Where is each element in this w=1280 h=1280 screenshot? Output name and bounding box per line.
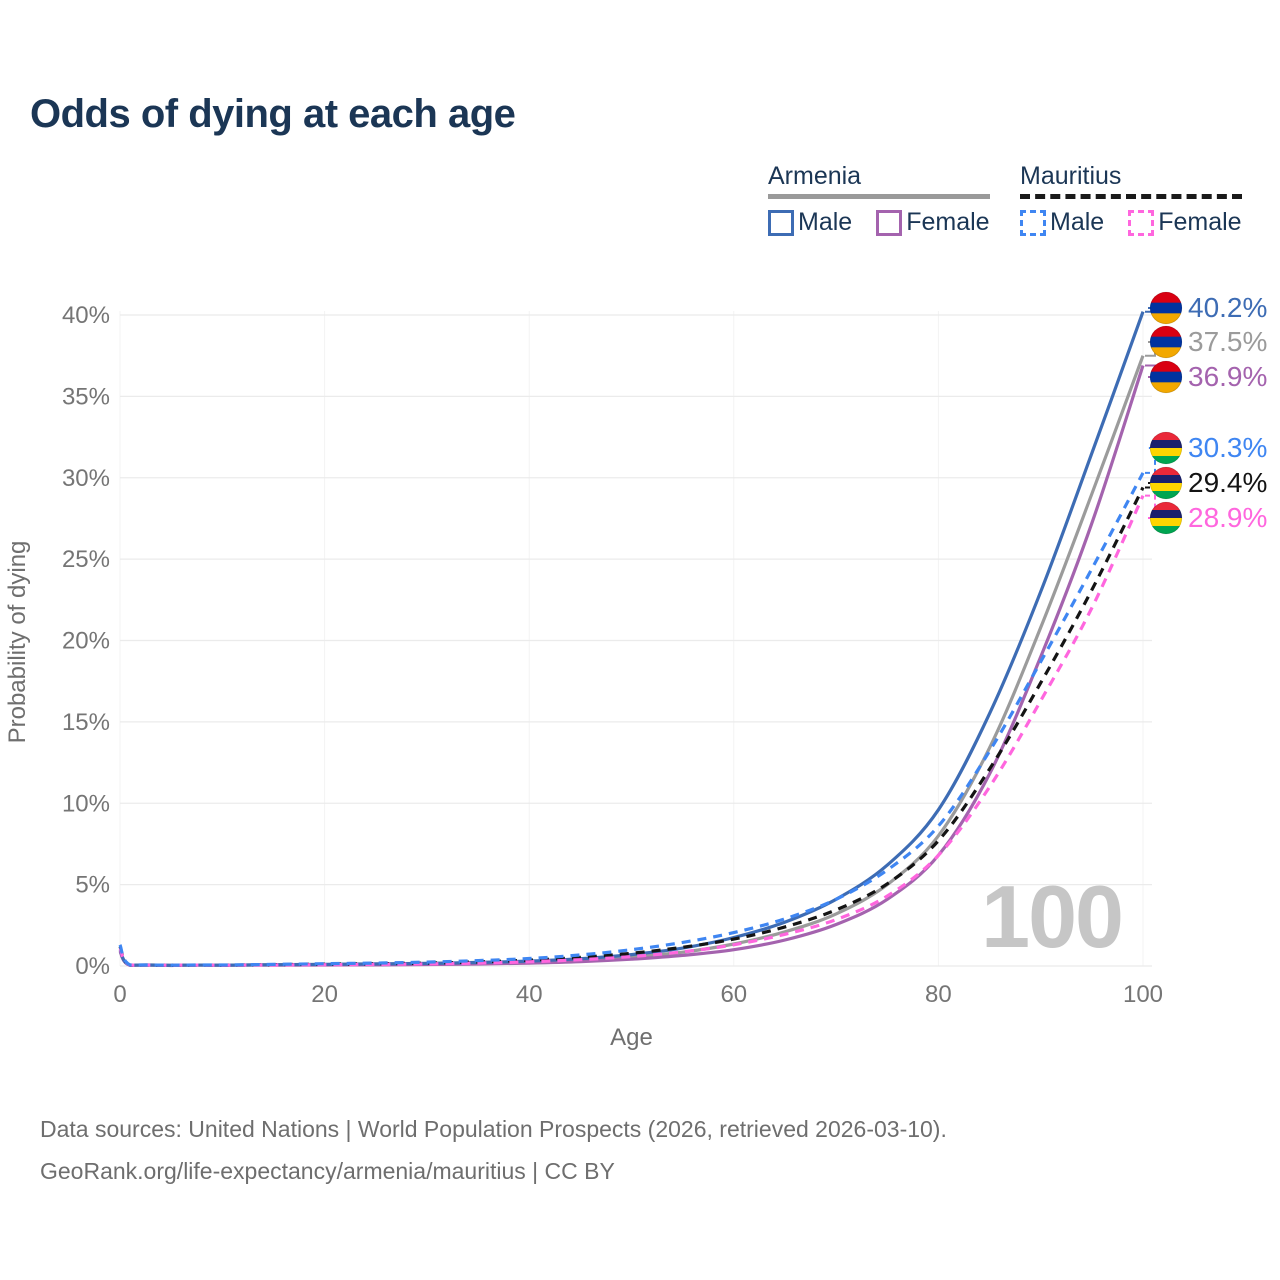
x-axis-title: Age: [610, 1024, 653, 1051]
footer-attribution: GeoRank.org/life-expectancy/armenia/maur…: [40, 1158, 615, 1184]
y-tick-label: 15%: [62, 709, 110, 736]
y-tick-label: 20%: [62, 628, 110, 655]
page-title: Odds of dying at each age: [30, 92, 516, 136]
series-line-armenia-female: [118, 365, 1145, 968]
mauritius-female-swatch-icon: [1128, 209, 1155, 236]
armenia-male-swatch-icon: [768, 209, 794, 236]
y-tick-label: 5%: [75, 872, 110, 899]
legend-item-armenia-female[interactable]: Female: [876, 208, 990, 237]
y-tick-label: 25%: [62, 546, 110, 573]
x-tick-label: 40: [516, 981, 543, 1008]
endpoint-value-label: 30.3%: [1188, 432, 1267, 463]
endpoint-value-label: 29.4%: [1188, 467, 1267, 498]
series-line-mauritius-female: [118, 495, 1145, 967]
flag-mauritius-icon: [1149, 501, 1183, 535]
endpoint-value-label: 36.9%: [1188, 361, 1267, 392]
series-line-mauritius-male: [118, 472, 1145, 967]
flag-mauritius-icon: [1149, 431, 1183, 465]
y-tick-label: 0%: [75, 953, 110, 980]
current-age-watermark: 100: [981, 867, 1124, 966]
endpoint-value-label: 37.5%: [1188, 326, 1267, 357]
legend-item-mauritius-female[interactable]: Female: [1128, 208, 1242, 237]
x-tick-label: 60: [720, 981, 747, 1008]
x-tick-label: 20: [311, 981, 338, 1008]
armenia-female-swatch-icon: [876, 209, 903, 236]
y-tick-label: 40%: [62, 302, 110, 329]
y-tick-label: 35%: [62, 383, 110, 410]
flag-armenia-icon: [1149, 360, 1183, 394]
series-line-armenia-both-sexes: [118, 355, 1145, 967]
legend-group-armenia: Armenia Male Female: [768, 162, 990, 237]
legend-item-armenia-male[interactable]: Male: [768, 208, 852, 237]
y-tick-label: 30%: [62, 465, 110, 492]
y-tick-label: 10%: [62, 790, 110, 817]
legend-item-mauritius-male[interactable]: Male: [1020, 208, 1104, 237]
x-tick-label: 80: [925, 981, 952, 1008]
flag-armenia-icon: [1149, 291, 1183, 325]
legend-mauritius-line-sample: [1020, 194, 1242, 199]
legend-item-label: Male: [798, 208, 853, 236]
legend-group-mauritius: Mauritius Male Female: [1020, 162, 1242, 237]
legend-armenia-line-sample: [768, 194, 990, 199]
x-tick-label: 0: [113, 981, 126, 1008]
endpoint-value-label: 28.9%: [1188, 502, 1267, 533]
legend-group-armenia-name: Armenia: [768, 162, 862, 190]
footer-data-sources: Data sources: United Nations | World Pop…: [40, 1116, 947, 1142]
flag-mauritius-icon: [1149, 466, 1183, 500]
legend-item-label: Female: [1158, 208, 1242, 236]
legend-item-label: Male: [1050, 208, 1105, 236]
chart-footer: Data sources: United Nations | World Pop…: [40, 1108, 947, 1192]
mauritius-male-swatch-icon: [1020, 209, 1046, 236]
endpoint-value-label: 40.2%: [1188, 292, 1267, 323]
legend-group-mauritius-name: Mauritius: [1020, 162, 1122, 190]
x-tick-label: 100: [1123, 981, 1163, 1008]
legend-item-label: Female: [906, 208, 990, 236]
flag-armenia-icon: [1149, 325, 1183, 359]
series-line-armenia-male: [118, 311, 1145, 967]
